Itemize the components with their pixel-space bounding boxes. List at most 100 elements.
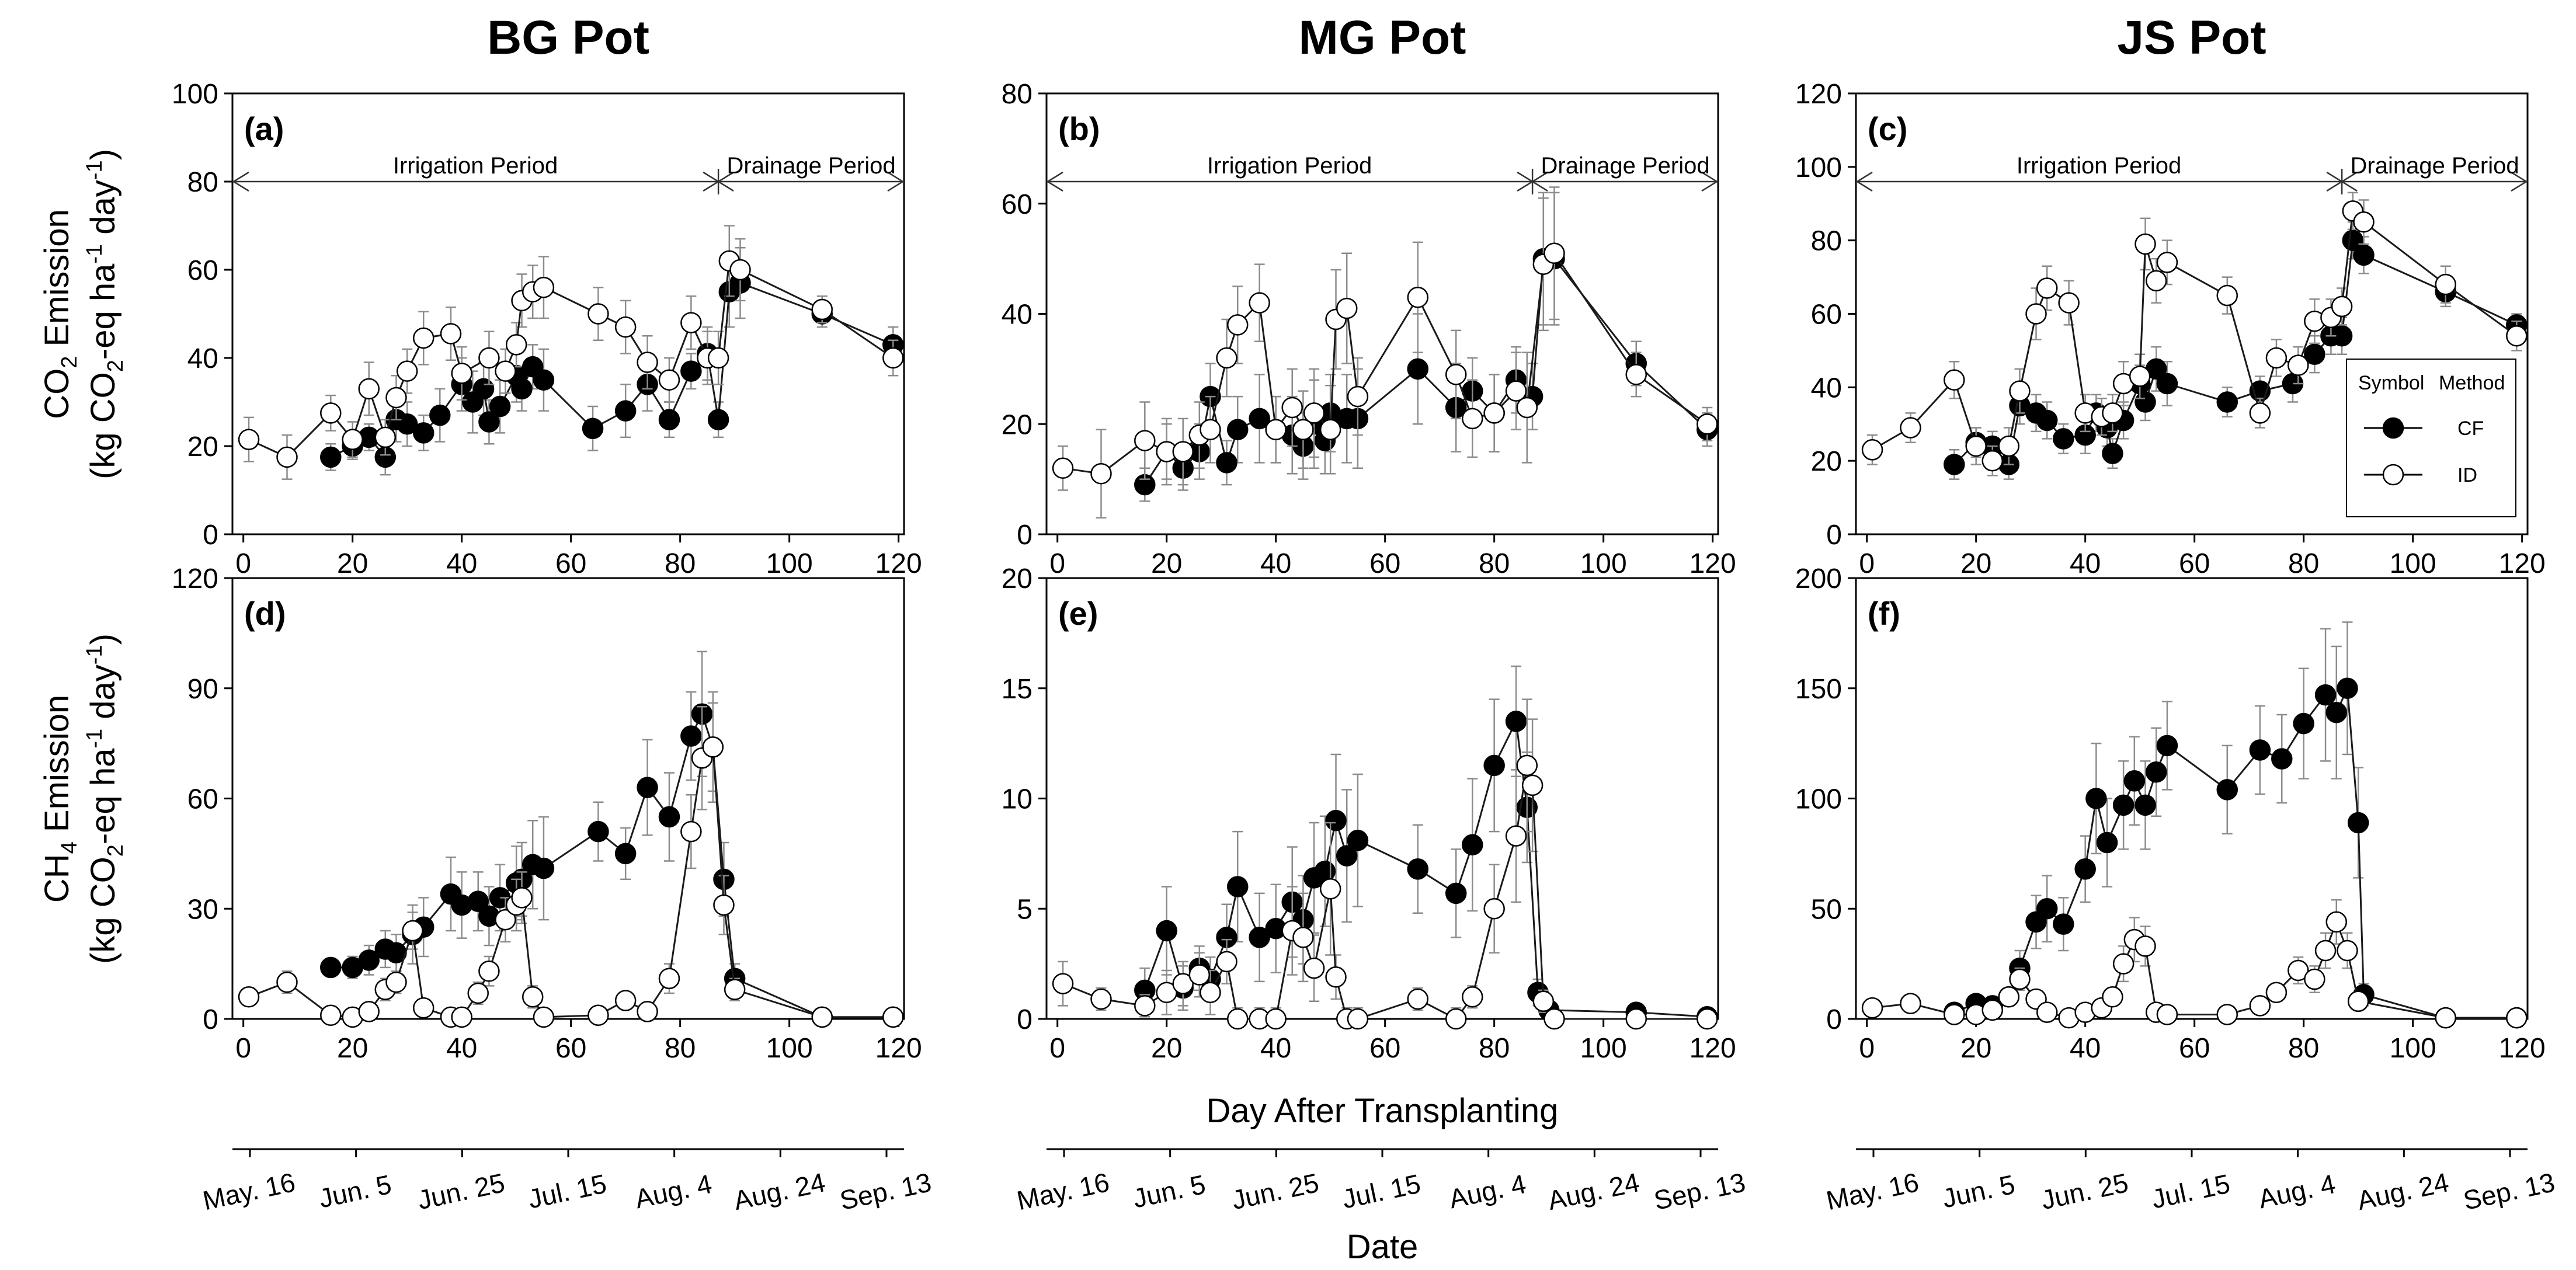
date-tick-label: Jun. 5 [1939,1169,2017,1214]
id-point [2216,1004,2238,1025]
cf-point [587,820,609,843]
id-point [2265,347,2288,369]
id-point [702,736,724,758]
id-point [614,990,637,1011]
co2-row-title: CO2 Emission [38,209,82,419]
id-point [1172,973,1194,994]
id-point [412,327,434,349]
x-tick-label: 0 [1049,548,1065,579]
x-tick-label: 60 [1369,548,1400,579]
id-point [637,1001,658,1022]
cf-point [2337,677,2358,699]
y-tick-label: 80 [187,167,218,198]
legend-method-header: Method [2439,372,2505,394]
id-point [358,378,380,400]
id-point [2435,273,2457,295]
cf-point [2112,794,2135,816]
id-point [2331,295,2353,318]
panel-label: (a) [244,110,284,147]
id-point [680,820,702,843]
cf-point [2053,428,2074,450]
column-title-bg: BG Pot [487,11,649,64]
cf-point [1216,452,1237,474]
id-point [2112,953,2135,975]
id-point [1226,314,1249,336]
cf-point [2123,770,2146,792]
cf-point [2102,443,2123,464]
id-point [724,979,746,1000]
y-tick-label: 50 [1811,894,1842,925]
cf-point [511,378,533,400]
series-id [238,225,904,480]
id-point [1445,1008,1467,1030]
plot-frame [231,92,905,535]
cf-point [582,417,604,440]
date-axes-group: May. 16 Jun. 5 Jun. 25 Jul. 15 Aug. 4 Aug. 24… [200,1148,2557,1216]
legend-marker [2382,417,2404,439]
plot-frame [1855,577,2529,1020]
id-point [1445,364,1467,385]
x-tick-label: 100 [766,1033,813,1064]
id-point [1483,898,1505,920]
x-tick-label: 120 [2499,1033,2546,1064]
id-point [1483,402,1505,424]
date-tick-label: Sep. 13 [2460,1167,2557,1216]
x-tick-label: 100 [1580,548,1627,579]
panel-c: 0 20 40 60 80 100 120 0 20 40 60 80 100 120 (c) Irrigat… [1795,79,2546,579]
id-point [1090,988,1112,1010]
id-point [1543,1008,1565,1030]
id-point [511,887,533,909]
id-point [440,323,462,345]
id-point [1200,419,1221,440]
panel-label: (d) [244,595,286,632]
id-point [374,426,397,448]
y-tick-label: 60 [187,784,218,815]
date-tick-label: Jul. 15 [2149,1168,2233,1215]
id-point [1407,286,1429,308]
cf-point [320,956,342,979]
date-tick-label: May. 16 [200,1167,298,1216]
irrigation-period-label: Irrigation Period [1207,153,1372,179]
id-point [614,316,637,338]
y-tick-label: 5 [1017,894,1033,925]
y-tick-label: 150 [1795,674,1842,705]
x-tick-label: 60 [1369,1033,1400,1064]
id-point [2249,402,2271,424]
x-tick-label: 120 [875,548,922,579]
id-point [533,276,555,298]
cf-point [429,404,451,426]
id-point [2156,252,2178,273]
cf-point [2216,391,2238,413]
id-point [1292,419,1314,440]
cf-point [658,409,680,430]
id-point [1134,995,1156,1017]
cf-point [2271,748,2293,770]
y-tick-label: 80 [1811,226,1842,257]
x-tick-label: 40 [1260,548,1291,579]
y-tick-label: 0 [1826,1004,1842,1035]
id-point [707,347,729,369]
date-tick-label: May. 16 [1014,1167,1113,1216]
x-tick-label: 80 [665,1033,696,1064]
cf-point [1249,927,1270,948]
id-point [2353,211,2375,233]
x-tick-label: 20 [1151,1033,1182,1064]
x-tick-label: 20 [337,548,368,579]
cf-point [2342,229,2364,251]
id-point [451,363,472,384]
id-point [1281,396,1303,419]
cf-point [658,806,680,828]
legend-label: CF [2457,417,2484,440]
cf-point [533,369,555,391]
id-point [587,303,609,325]
period-arrowhead [1855,171,1873,192]
panel-a: 0 20 40 60 80 100 0 20 40 60 80 100 120 (a) Irrigation… [172,79,922,579]
period-arrowhead [1046,171,1063,192]
y-tick-label: 60 [187,255,218,286]
x-tick-label: 20 [1960,1033,1991,1064]
cf-point [1156,920,1177,942]
x-tick-label: 100 [2390,1033,2436,1064]
id-point [2288,959,2309,982]
id-point [1052,457,1074,479]
cf-point [1407,858,1429,880]
